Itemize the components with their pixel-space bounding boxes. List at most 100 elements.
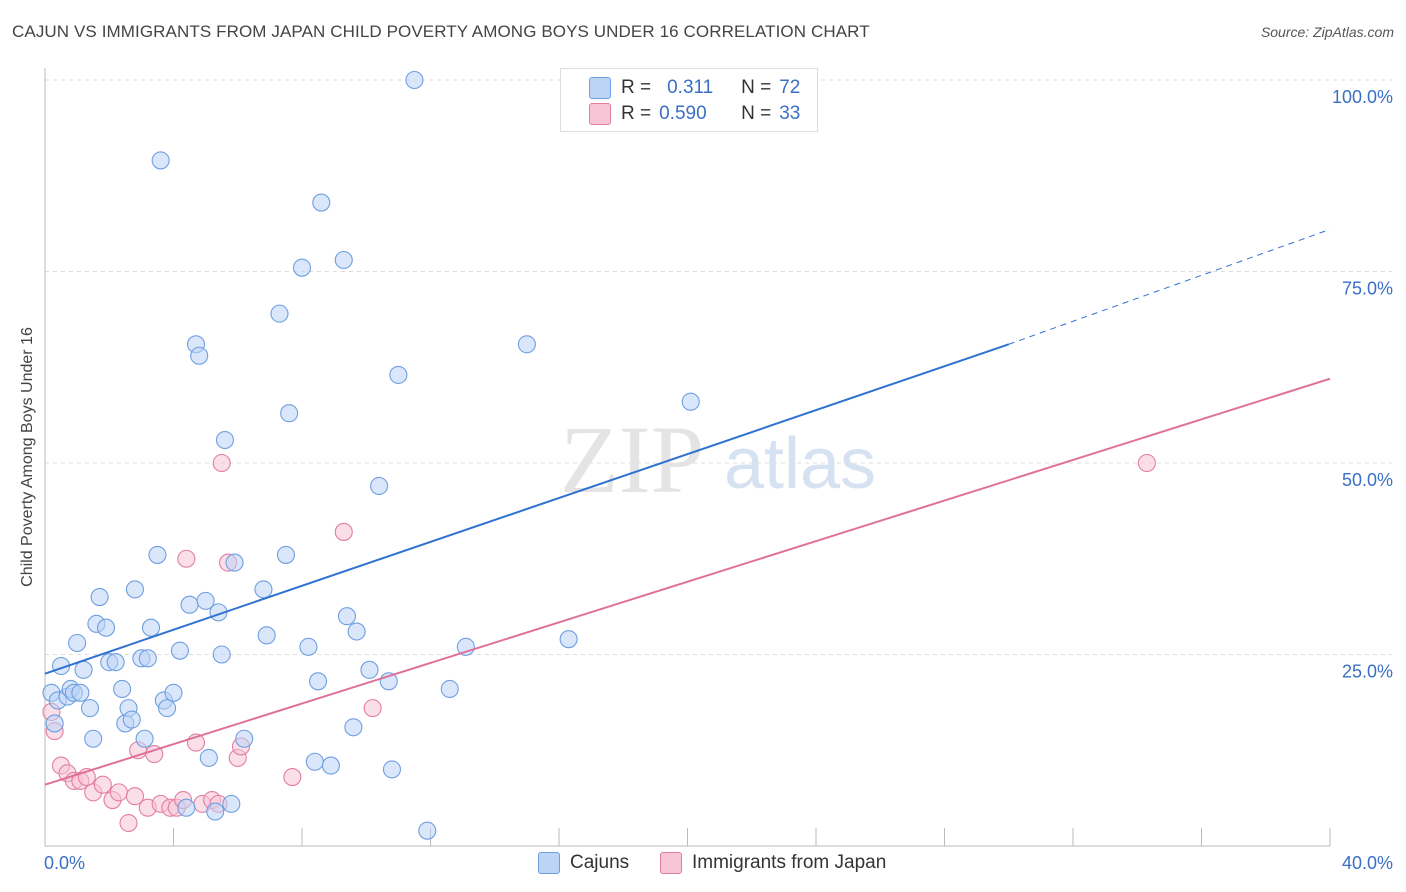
legend-n-label: N = [741, 77, 772, 98]
data-point-cajuns [138, 649, 157, 668]
legend-row-japan: R = 0.590 N = 33 [621, 103, 800, 125]
data-point-cajuns [122, 710, 141, 729]
x-tick-label: 40.0% [1342, 853, 1393, 873]
data-point-cajuns [559, 630, 578, 649]
legend-r-value-japan: 0.590 [659, 103, 707, 124]
data-point-cajuns [113, 679, 132, 699]
data-point-japan [212, 453, 231, 473]
data-point-japan [109, 783, 128, 802]
legend-n-value-japan: 33 [779, 103, 801, 124]
data-point-cajuns [334, 250, 353, 270]
data-point-cajuns [418, 821, 437, 840]
data-point-cajuns [276, 545, 295, 564]
data-point-cajuns [206, 802, 225, 821]
trend-line-cajuns [44, 343, 1010, 675]
trend-lines [44, 228, 1331, 786]
trend-line-cajuns-extension [1008, 228, 1331, 345]
data-point-cajuns [141, 618, 161, 637]
legend-n-value-cajuns: 72 [779, 77, 801, 98]
data-point-cajuns [254, 580, 273, 599]
data-point-cajuns [225, 553, 244, 572]
data-point-cajuns [347, 622, 366, 641]
data-point-cajuns [389, 365, 408, 384]
data-point-cajuns [170, 641, 189, 660]
data-point-cajuns [212, 645, 231, 664]
watermark: ZIP atlas [560, 406, 876, 513]
data-point-cajuns [96, 618, 116, 637]
data-point-cajuns [90, 587, 109, 607]
data-point-japan [334, 522, 353, 541]
data-point-cajuns [370, 476, 389, 496]
data-point-japan [125, 787, 144, 806]
data-point-cajuns [74, 660, 93, 679]
data-point-japan [177, 549, 196, 568]
data-point-cajuns [45, 714, 64, 733]
data-point-cajuns [270, 304, 289, 323]
data-point-cajuns [180, 595, 199, 614]
data-point-cajuns [71, 683, 90, 702]
data-point-cajuns [215, 430, 234, 450]
data-point-cajuns [405, 70, 424, 90]
data-point-cajuns [305, 752, 324, 771]
legend-n-label: N = [741, 103, 772, 124]
data-point-cajuns [80, 699, 100, 718]
data-point-cajuns [681, 392, 700, 411]
data-point-cajuns [344, 718, 363, 737]
data-point-cajuns [321, 756, 340, 775]
tick-labels: 25.0% 50.0% 75.0% 100.0% 0.0% 40.0% [44, 87, 1393, 873]
data-point-cajuns [158, 699, 177, 718]
data-point-cajuns [309, 672, 328, 691]
gridlines [45, 79, 1392, 655]
legend-row-cajuns: R = 0.311 N = 72 [621, 77, 800, 99]
source-label: Source: ZipAtlas.com [1260, 24, 1394, 40]
data-point-cajuns [148, 545, 167, 564]
data-point-cajuns [68, 633, 87, 653]
legend-r-value-cajuns: 0.311 [667, 77, 714, 98]
data-point-cajuns [199, 748, 218, 767]
data-point-cajuns [382, 760, 402, 779]
data-point-japan [283, 768, 302, 787]
chart-title: CAJUN VS IMMIGRANTS FROM JAPAN CHILD POV… [12, 22, 870, 41]
y-tick-label: 100.0% [1332, 87, 1393, 107]
bottom-legend-swatch-japan [660, 852, 682, 874]
data-point-cajuns [337, 607, 357, 626]
data-point-cajuns [280, 404, 299, 423]
data-point-japan [93, 775, 112, 794]
legend-swatch-cajuns [589, 77, 611, 99]
legend-swatch-japan [589, 103, 611, 125]
data-point-japan [1137, 453, 1156, 473]
data-point-cajuns [196, 591, 215, 610]
correlation-legend: R = 0.311 N = 72 R = 0.590 N = 33 [560, 68, 818, 132]
data-point-cajuns [360, 660, 379, 679]
y-tick-label: 25.0% [1342, 662, 1393, 682]
bottom-legend-label-japan: Immigrants from Japan [692, 852, 887, 873]
bottom-legend-label-cajuns: Cajuns [570, 852, 630, 873]
data-point-cajuns [151, 151, 170, 170]
legend-r-label: R = [621, 77, 652, 98]
trend-line-japan [44, 377, 1331, 786]
data-point-cajuns [517, 335, 536, 354]
data-point-cajuns [299, 637, 318, 656]
data-point-cajuns [440, 679, 459, 699]
x-tick-label: 0.0% [44, 853, 85, 873]
y-tick-label: 50.0% [1342, 470, 1393, 490]
legend-r-label: R = [621, 103, 652, 124]
data-point-cajuns [292, 258, 312, 277]
data-point-cajuns [135, 729, 154, 748]
data-point-cajuns [235, 729, 254, 748]
data-point-cajuns [106, 653, 125, 672]
data-point-cajuns [190, 346, 209, 365]
bottom-legend-swatch-cajuns [538, 852, 560, 874]
bottom-legend-cajuns: Cajuns [538, 852, 629, 874]
data-point-cajuns [257, 626, 276, 645]
watermark-zip: ZIP [560, 406, 704, 513]
data-point-japan [363, 699, 382, 718]
data-point-cajuns [84, 729, 103, 748]
data-point-cajuns [312, 193, 331, 212]
data-point-cajuns [177, 798, 196, 817]
data-point-cajuns [164, 683, 183, 702]
data-point-cajuns [125, 580, 144, 599]
bottom-legend-japan: Immigrants from Japan [660, 852, 886, 874]
data-point-japan [119, 813, 138, 833]
